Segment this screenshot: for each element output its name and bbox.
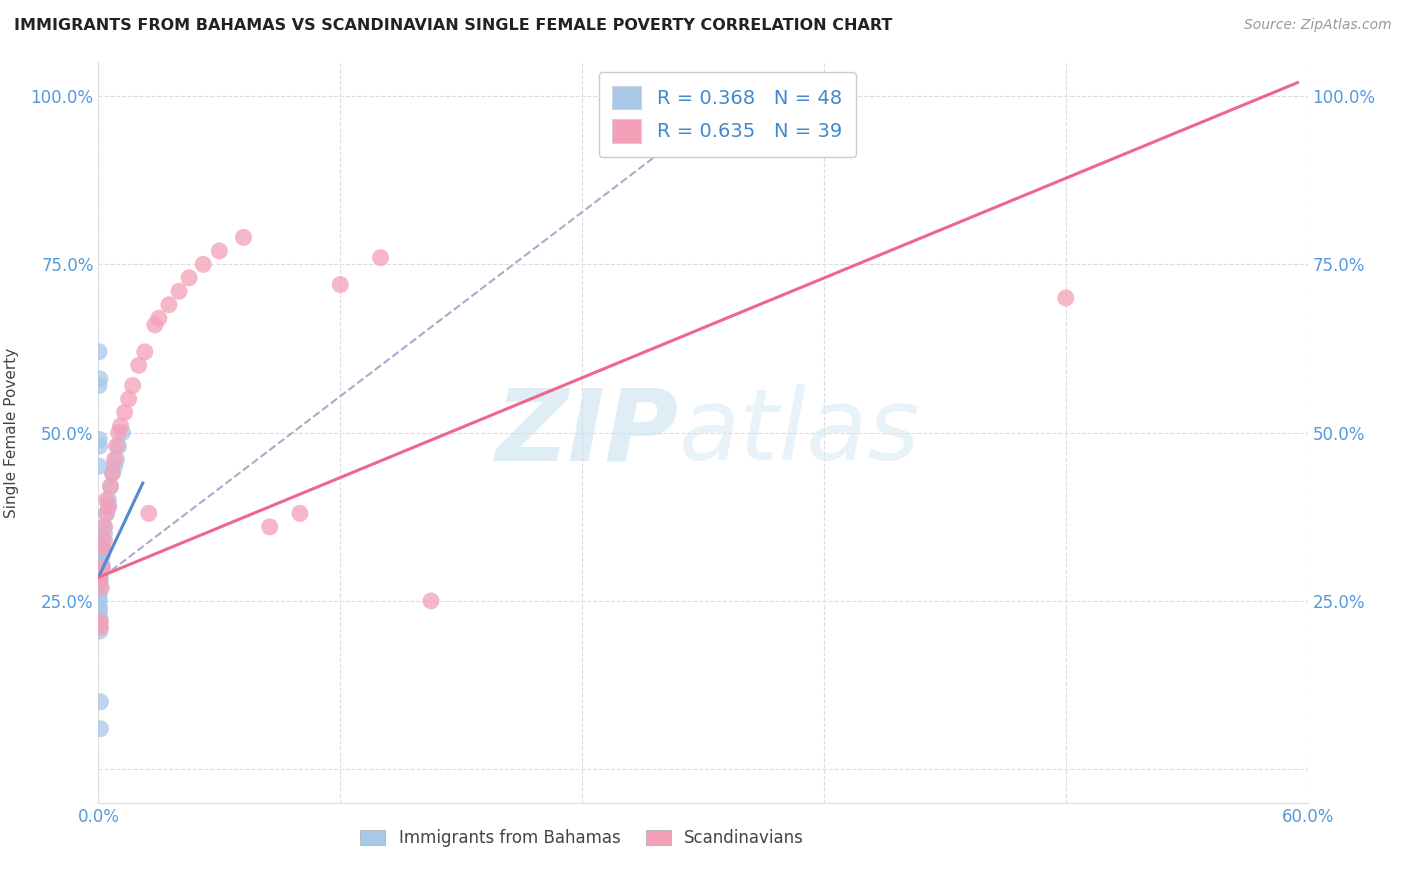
Point	[89, 624, 111, 639]
Point	[89, 566, 111, 581]
Point	[87, 564, 110, 578]
Text: ZIP: ZIP	[496, 384, 679, 481]
Point	[91, 533, 114, 548]
Point	[111, 425, 134, 440]
Point	[370, 251, 392, 265]
Point	[259, 520, 281, 534]
Point	[100, 479, 122, 493]
Point	[89, 600, 111, 615]
Point	[89, 439, 111, 453]
Point	[91, 560, 114, 574]
Text: IMMIGRANTS FROM BAHAMAS VS SCANDINAVIAN SINGLE FEMALE POVERTY CORRELATION CHART: IMMIGRANTS FROM BAHAMAS VS SCANDINAVIAN …	[14, 18, 893, 33]
Point	[107, 425, 129, 440]
Point	[87, 543, 110, 558]
Point	[118, 392, 141, 406]
Point	[90, 547, 112, 561]
Point	[89, 695, 111, 709]
Point	[91, 540, 114, 554]
Point	[105, 452, 128, 467]
Point	[107, 439, 129, 453]
Point	[89, 574, 111, 588]
Point	[93, 526, 115, 541]
Point	[1054, 291, 1077, 305]
Point	[97, 500, 120, 514]
Text: atlas: atlas	[679, 384, 921, 481]
Point	[89, 557, 111, 571]
Text: Source: ZipAtlas.com: Source: ZipAtlas.com	[1244, 18, 1392, 32]
Point	[90, 557, 112, 571]
Point	[96, 507, 118, 521]
Point	[128, 359, 150, 373]
Point	[87, 344, 110, 359]
Point	[89, 722, 111, 736]
Point	[179, 270, 201, 285]
Legend: Immigrants from Bahamas, Scandinavians: Immigrants from Bahamas, Scandinavians	[354, 822, 810, 854]
Point	[193, 257, 215, 271]
Point	[288, 507, 311, 521]
Point	[87, 378, 110, 392]
Point	[143, 318, 166, 332]
Point	[100, 479, 122, 493]
Point	[97, 500, 120, 514]
Point	[89, 372, 111, 386]
Point	[90, 581, 112, 595]
Point	[134, 344, 156, 359]
Point	[89, 570, 111, 584]
Point	[114, 405, 136, 419]
Point	[89, 614, 111, 628]
Point	[89, 604, 111, 618]
Point	[89, 560, 111, 574]
Point	[93, 533, 115, 548]
Point	[420, 594, 443, 608]
Point	[90, 553, 112, 567]
Point	[103, 459, 125, 474]
Point	[91, 547, 114, 561]
Point	[89, 581, 111, 595]
Point	[208, 244, 231, 258]
Point	[90, 550, 112, 565]
Point	[232, 230, 254, 244]
Point	[93, 520, 115, 534]
Point	[89, 566, 111, 581]
Point	[90, 540, 112, 554]
Point	[89, 564, 111, 578]
Point	[103, 452, 125, 467]
Point	[96, 507, 118, 521]
Point	[91, 540, 114, 554]
Point	[89, 550, 111, 565]
Point	[87, 550, 110, 565]
Point	[89, 459, 111, 474]
Point	[90, 560, 112, 574]
Point	[89, 617, 111, 632]
Point	[110, 418, 132, 433]
Point	[138, 507, 160, 521]
Point	[89, 433, 111, 447]
Point	[711, 109, 734, 123]
Point	[89, 621, 111, 635]
Point	[97, 492, 120, 507]
Point	[89, 587, 111, 601]
Point	[89, 574, 111, 588]
Point	[89, 610, 111, 624]
Point	[167, 285, 190, 299]
Point	[89, 594, 111, 608]
Point	[87, 574, 110, 588]
Point	[105, 439, 128, 453]
Point	[148, 311, 170, 326]
Point	[157, 298, 180, 312]
Point	[101, 466, 124, 480]
Point	[101, 466, 124, 480]
Point	[121, 378, 143, 392]
Point	[87, 557, 110, 571]
Point	[96, 492, 118, 507]
Y-axis label: Single Female Poverty: Single Female Poverty	[4, 348, 20, 517]
Point	[93, 520, 115, 534]
Point	[329, 277, 352, 292]
